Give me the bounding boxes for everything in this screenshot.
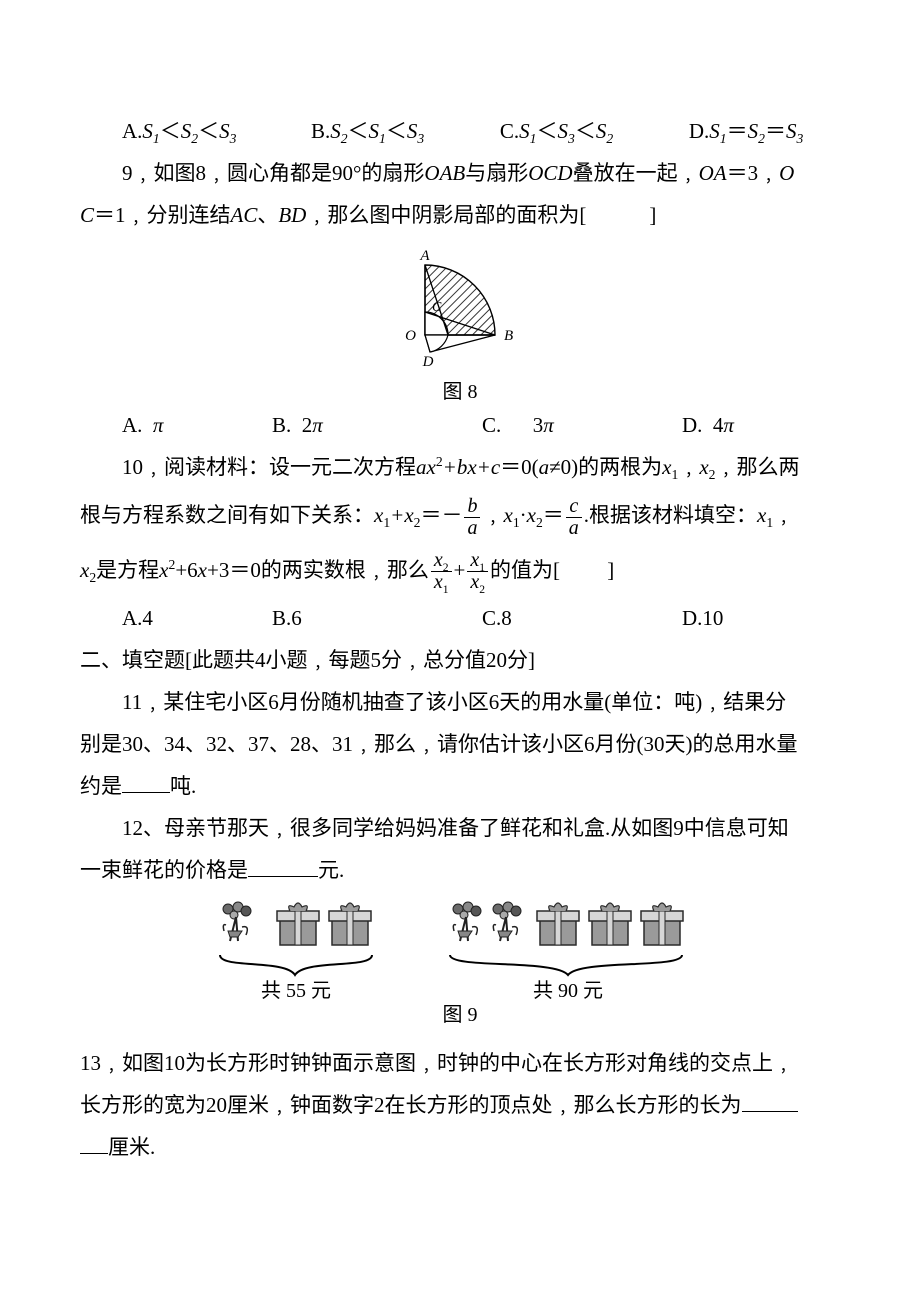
q9-opt-a: A. π [122, 404, 272, 446]
q8-options: A.S1＜S2＜S3 B.S2＜S1＜S3 C.S1＜S3＜S2 D.S1＝S2… [80, 110, 840, 152]
q10-opt-a: A.4 [122, 597, 272, 639]
q10-line2: 根与方程系数之间有如下关系：x1+x2＝－ba﹐x1·x2＝ca.根据该材料填空… [80, 488, 840, 543]
frac-c-over-a: ca [564, 496, 584, 539]
page: A.S1＜S2＜S3 B.S2＜S1＜S3 C.S1＜S3＜S2 D.S1＝S2… [0, 0, 920, 1302]
fig8-label-o: O [405, 328, 416, 344]
q10-line1: 10﹐阅读材料：设一元二次方程ax2+bx+c＝0(a≠0)的两根为x1﹐x2﹐… [80, 446, 840, 488]
fig8-label-c: C [432, 300, 442, 315]
q10-options: A.4 B.6 C.8 D.10 [80, 597, 840, 639]
q9-opt-c: C. 3π [482, 404, 682, 446]
q11-blank [122, 771, 170, 793]
q11-line1: 11﹐某住宅小区6月份随机抽查了该小区6天的用水量(单位：吨)﹐结果分 [80, 681, 840, 723]
q8-opt-a: A.S1＜S2＜S3 [122, 110, 311, 152]
section-2-heading: 二、填空题[此题共4小题﹐每题5分﹐总分值20分] [80, 639, 840, 681]
frac-x1-over-x2: x1x2 [465, 550, 490, 593]
figure-9-svg: 共 55 元 共 90 元 图 9 [180, 897, 740, 1027]
q9-opt-b: B. 2π [272, 404, 482, 446]
q13-line2: 长方形的宽为20厘米﹐钟面数字2在长方形的顶点处﹐那么长方形的长为 [80, 1084, 840, 1126]
fig9-right-label: 共 90 元 [533, 979, 603, 1002]
q9-options: A. π B. 2π C. 3π D. 4π [80, 404, 840, 446]
fig8-label-a: A [419, 248, 430, 264]
q9-line1: 9﹐如图8﹐圆心角都是90°的扇形OAB与扇形OCD叠放在一起﹐OA＝3﹐O [80, 152, 840, 194]
q13-line3: 厘米. [80, 1126, 840, 1168]
q8-opt-c: C.S1＜S3＜S2 [500, 110, 689, 152]
q9-line2: C＝1﹐分别连结AC、BD﹐那么图中阴影局部的面积为[ ] [80, 194, 840, 236]
q12-line1: 12、母亲节那天﹐很多同学给妈妈准备了鲜花和礼盒.从如图9中信息可知 [80, 807, 840, 849]
q13-blank-2 [80, 1132, 108, 1154]
q11-line2: 别是30、34、32、37、28、31﹐那么﹐请你估计该小区6月份(30天)的总… [80, 723, 840, 765]
q10-opt-b: B.6 [272, 597, 482, 639]
q12-blank [248, 855, 318, 877]
q10-opt-c: C.8 [482, 597, 682, 639]
q10-opt-d: D.10 [682, 597, 802, 639]
q9-opt-d: D. 4π [682, 404, 802, 446]
q13-blank-1 [742, 1090, 798, 1112]
q10-line3: x2是方程x2+6x+3＝0的两实数根﹐那么x2x1+x1x2的值为[ ] [80, 543, 840, 598]
q13-line1: 13﹐如图10为长方形时钟钟面示意图﹐时钟的中心在长方形对角线的交点上﹐ [80, 1042, 840, 1084]
frac-b-over-a: ba [462, 496, 482, 539]
figure-8-svg: A B O C D [380, 240, 540, 370]
fig8-label-d: D [422, 354, 434, 370]
figure-8: A B O C D 图 8 [80, 240, 840, 404]
frac-x2-over-x1: x2x1 [429, 550, 454, 593]
q8-opt-d: D.S1＝S2＝S3 [689, 110, 840, 152]
figure-9-caption: 图 9 [443, 1004, 478, 1026]
fig9-left-label: 共 55 元 [261, 979, 331, 1002]
q8-opt-b: B.S2＜S1＜S3 [311, 110, 500, 152]
figure-9: 共 55 元 共 90 元 图 9 [80, 897, 840, 1032]
figure-8-caption: 图 8 [80, 375, 840, 404]
q12-line2: 一束鲜花的价格是元. [80, 849, 840, 891]
fig8-label-b: B [504, 328, 513, 344]
q11-line3: 约是吨. [80, 765, 840, 807]
